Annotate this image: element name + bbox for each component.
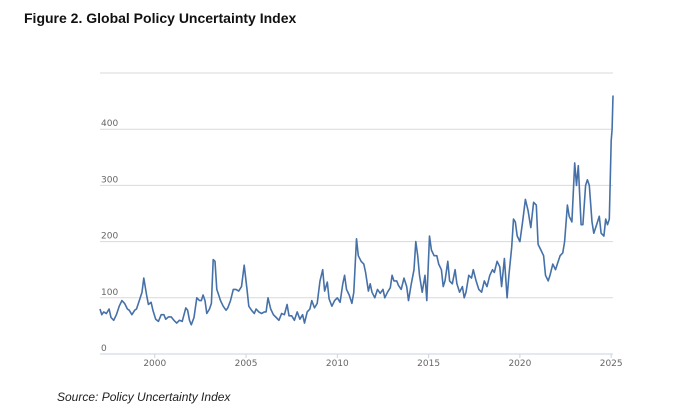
series-line-global-policy-uncertainty [99,95,614,326]
y-axis-labels: 0 100 200 300 400 [101,119,118,354]
x-tick-label: 2020 [508,359,531,369]
x-tick-label: 2005 [235,359,258,369]
figure-source-note: Source: Policy Uncertainty Index [57,390,231,404]
y-tick-label: 400 [101,119,118,129]
figure-title: Figure 2. Global Policy Uncertainty Inde… [24,10,297,26]
x-tick-label: 2025 [600,359,623,369]
y-tick-label: 100 [101,288,118,298]
x-tick-label: 2015 [417,359,440,369]
x-axis-ticks: 2000 2005 2010 2015 2020 2025 [143,354,623,369]
gridlines [100,72,613,299]
x-tick-label: 2010 [326,359,349,369]
x-tick-label: 2000 [143,359,166,369]
y-tick-label: 300 [101,175,118,185]
y-tick-label: 200 [101,232,118,242]
y-tick-label: 0 [101,344,107,354]
